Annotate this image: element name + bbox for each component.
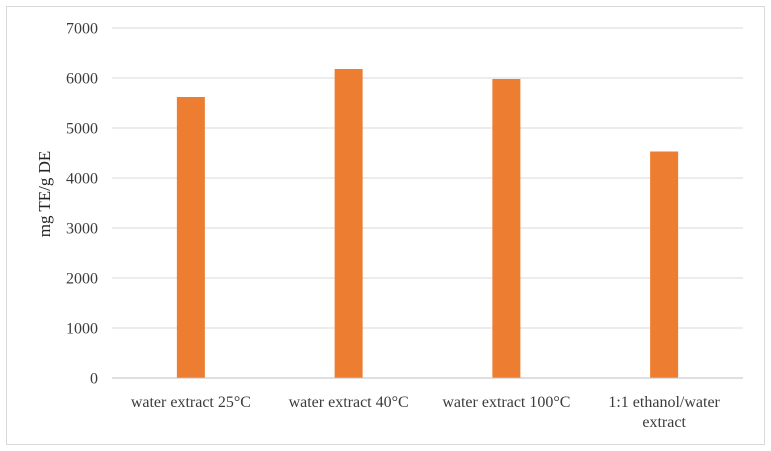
y-tick-label: 1000: [66, 321, 98, 338]
axes: 0 1000 2000 3000 4000 5000 6000 7000 water extra…: [66, 21, 743, 431]
chart-border: [6, 6, 765, 445]
bar: [176, 97, 205, 378]
bar: [492, 79, 521, 378]
x-tick-label: water extract 25°C: [131, 394, 251, 411]
x-tick-label: 1:1 ethanol/water: [608, 394, 720, 411]
x-tick-label: extract: [642, 414, 686, 431]
gridlines: [112, 27, 743, 329]
x-tick-label: water extract 40°C: [289, 394, 409, 411]
y-tick-label: 2000: [66, 271, 98, 288]
x-tick-label: water extract 100°C: [442, 394, 570, 411]
bars: [176, 69, 679, 378]
bar: [334, 69, 363, 378]
y-tick-label: 5000: [66, 121, 98, 138]
bar: [650, 151, 679, 378]
y-tick-label: 4000: [66, 171, 98, 188]
y-tick-label: 7000: [66, 21, 98, 38]
y-tick-label: 3000: [66, 221, 98, 238]
y-axis-title: mg TE/g DE: [35, 151, 54, 238]
y-tick-label: 0: [90, 371, 98, 388]
y-tick-label: 6000: [66, 71, 98, 88]
